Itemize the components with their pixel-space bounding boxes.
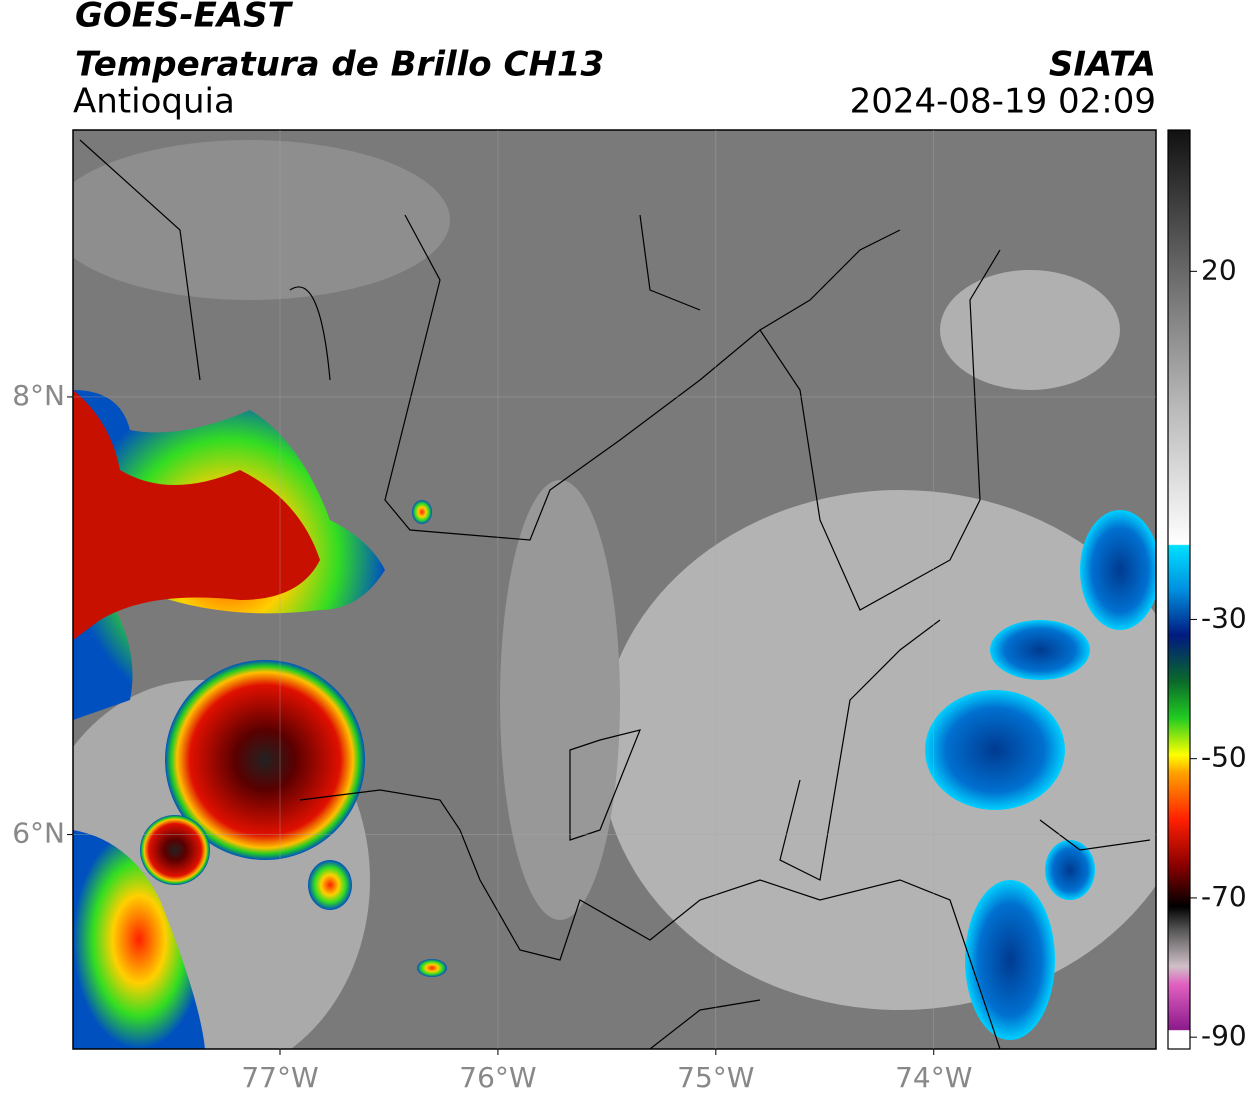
colorbar-tick-label: -70 [1201,880,1247,913]
map-image [73,130,1156,1049]
colorbar-tick-label: -90 [1201,1019,1247,1052]
y-tick-label: 6°N [12,817,65,850]
map-frame [72,129,1157,1050]
datetime: 2024-08-19 02:09 [850,82,1156,122]
colorbar-tick-label: 20 [1201,253,1237,286]
x-tick-label: 75°W [677,1061,754,1094]
y-tick-label: 8°N [12,379,65,412]
agency: SIATA [1049,45,1156,85]
x-tick-label: 76°W [459,1061,536,1094]
x-tick-label: 77°W [241,1061,318,1094]
x-tick-label: 74°W [895,1061,972,1094]
colorbar-tick-label: -30 [1201,601,1247,634]
title: GOES-EAST [75,0,294,36]
colorbar [1167,129,1191,1050]
region: Antioquia [73,82,235,122]
product: Temperatura de Brillo CH13 [75,45,604,85]
colorbar-tick-label: -50 [1201,741,1247,774]
